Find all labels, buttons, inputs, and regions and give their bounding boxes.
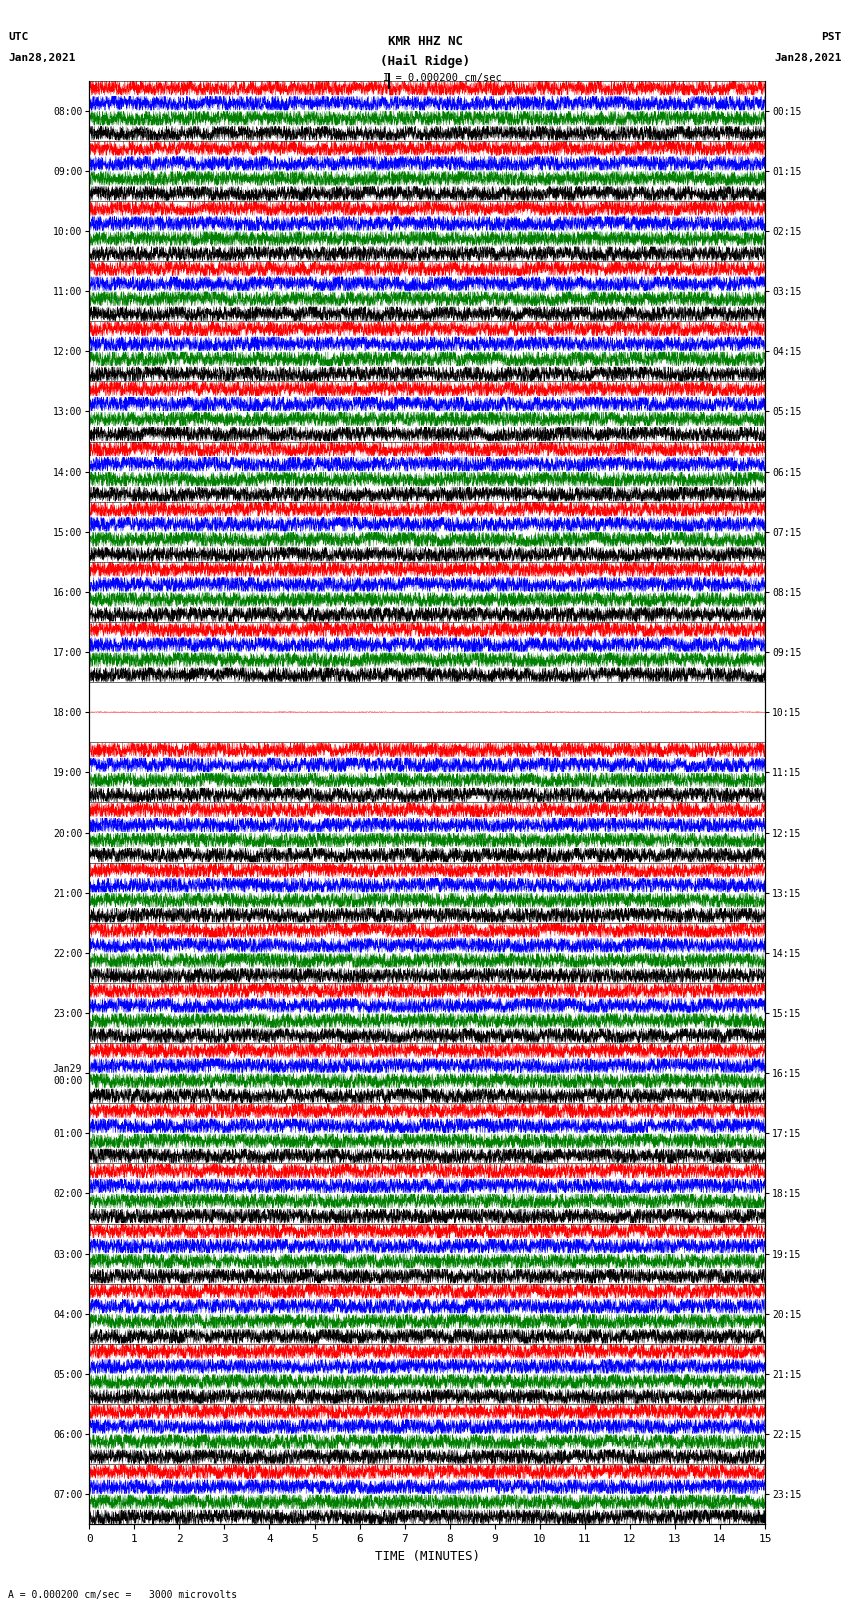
X-axis label: TIME (MINUTES): TIME (MINUTES): [375, 1550, 479, 1563]
Text: A = 0.000200 cm/sec =   3000 microvolts: A = 0.000200 cm/sec = 3000 microvolts: [8, 1590, 238, 1600]
Text: KMR HHZ NC: KMR HHZ NC: [388, 35, 462, 48]
Text: (Hail Ridge): (Hail Ridge): [380, 55, 470, 68]
Text: PST: PST: [821, 32, 842, 42]
Text: Jan28,2021: Jan28,2021: [8, 53, 76, 63]
Text: UTC: UTC: [8, 32, 29, 42]
Text: Jan28,2021: Jan28,2021: [774, 53, 842, 63]
Text: I = 0.000200 cm/sec: I = 0.000200 cm/sec: [382, 73, 501, 82]
